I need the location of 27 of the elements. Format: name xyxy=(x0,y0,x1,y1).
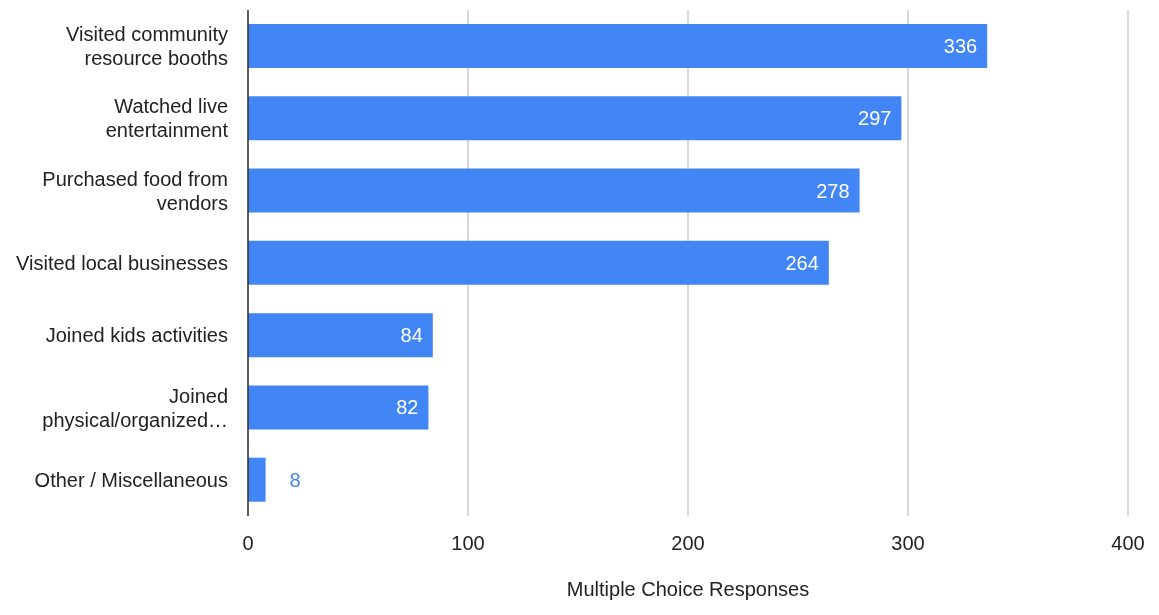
x-tick-label: 300 xyxy=(891,532,925,555)
y-tick-label: Joined physical/organized… xyxy=(42,384,228,431)
data-label: 336 xyxy=(943,35,978,57)
bar xyxy=(248,313,433,358)
bar xyxy=(248,96,902,141)
bar xyxy=(248,168,860,213)
y-tick-label: Purchased food from vendors xyxy=(42,167,228,214)
y-tick-label: Visited community resource booths xyxy=(66,23,228,70)
x-tick-label: 100 xyxy=(451,532,485,555)
y-tick-label: Other / Miscellaneous xyxy=(34,468,228,491)
x-tick-label: 400 xyxy=(1111,532,1145,555)
bar xyxy=(248,240,829,285)
bar xyxy=(248,24,988,68)
x-tick-label: 0 xyxy=(242,532,254,555)
y-tick-label: Visited local businesses xyxy=(16,252,228,274)
data-label: 8 xyxy=(289,468,301,491)
data-label: 278 xyxy=(816,179,850,202)
y-tick-label: Joined kids activities xyxy=(45,324,228,347)
x-tick-label: 200 xyxy=(671,532,705,555)
data-label: 264 xyxy=(785,251,819,274)
data-label: 82 xyxy=(396,396,419,419)
y-tick-label: Watched live entertainment xyxy=(105,95,229,142)
bar xyxy=(248,457,266,502)
bar xyxy=(248,385,429,430)
x-axis-title: Multiple Choice Responses xyxy=(566,578,810,600)
data-label: 297 xyxy=(858,107,892,130)
data-label: 84 xyxy=(400,324,423,347)
